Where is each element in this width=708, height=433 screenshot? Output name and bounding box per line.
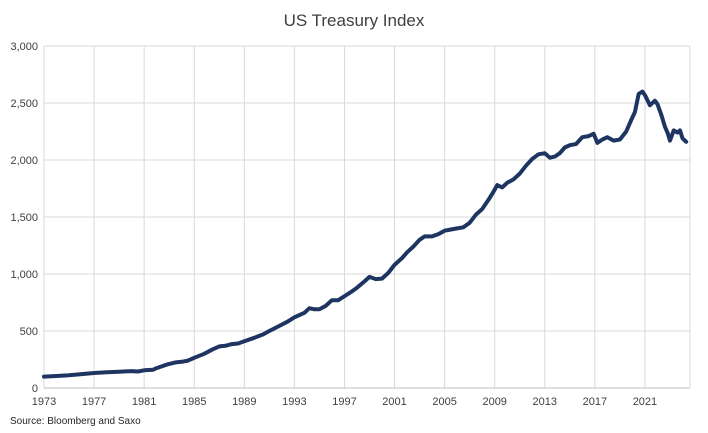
- x-tick-label: 2013: [533, 396, 557, 408]
- y-axis-ticks: 0 500 1,000 1,500 2,000 2,500 3,000: [10, 41, 38, 395]
- y-tick-label: 1,500: [10, 212, 38, 224]
- y-tick-label: 3,000: [10, 41, 38, 53]
- treasury-index-line: [42, 89, 689, 379]
- x-tick-label: 1989: [232, 396, 256, 408]
- x-tick-label: 2005: [432, 396, 456, 408]
- gridlines: [43, 45, 691, 388]
- y-tick-label: 500: [20, 326, 38, 338]
- x-tick-label: 2009: [482, 396, 506, 408]
- y-tick-label: 2,000: [10, 155, 38, 167]
- x-tick-label: 1977: [82, 396, 106, 408]
- x-tick-label: 1993: [282, 396, 306, 408]
- x-tick-label: 1997: [332, 396, 356, 408]
- x-tick-label: 1985: [182, 396, 206, 408]
- x-tick-label: 1981: [132, 396, 156, 408]
- x-tick-label: 1973: [32, 396, 56, 408]
- x-tick-label: 2001: [382, 396, 406, 408]
- y-tick-label: 2,500: [10, 98, 38, 110]
- source-note: Source: Bloomberg and Saxo: [10, 416, 141, 427]
- chart-title: US Treasury Index: [284, 11, 425, 30]
- y-tick-label: 0: [32, 383, 38, 395]
- x-tick-label: 2017: [583, 396, 607, 408]
- y-tick-label: 1,000: [10, 269, 38, 281]
- x-tick-label: 2021: [633, 396, 657, 408]
- x-axis-ticks: 1973 1977 1981 1985 1989 1993 1997 2001 2005 2009…: [32, 396, 657, 408]
